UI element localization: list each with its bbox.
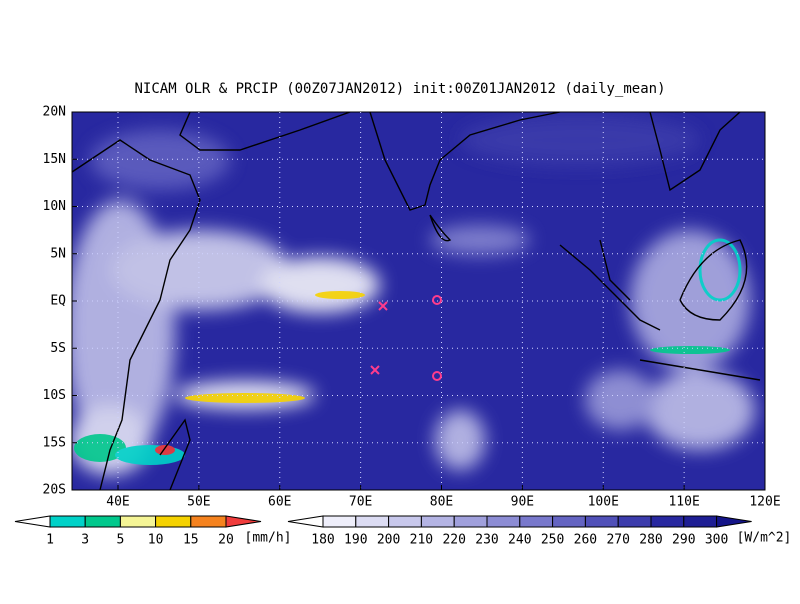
- colorbar-box: [84, 515, 121, 528]
- colorbar-label: 10: [148, 533, 164, 548]
- colorbar-box: [683, 515, 718, 528]
- cross-marker: [370, 365, 380, 375]
- circle-marker: [432, 371, 442, 381]
- colorbar-label: 210: [410, 533, 433, 548]
- lat-label: 5S: [50, 341, 66, 356]
- lat-label: 10S: [43, 388, 66, 403]
- colorbar-label: 200: [377, 533, 400, 548]
- colorbar-end: [716, 515, 752, 528]
- colorbar-end: [287, 515, 324, 528]
- colorbar-label: 190: [344, 533, 367, 548]
- colorbar-unit: [W/m^2]: [737, 531, 792, 546]
- lon-label: 110E: [668, 495, 699, 510]
- colorbar-label: 300: [705, 533, 728, 548]
- colorbars: 1 3 5 10 15 20 [mm/h] 180 190 200 210 220 230 240 250 2…: [14, 515, 792, 548]
- colorbar-box: [420, 515, 455, 528]
- lon-label: 100E: [588, 495, 619, 510]
- circle-marker: [432, 295, 442, 305]
- colorbar-box: [486, 515, 521, 528]
- lon-label: 60E: [268, 495, 291, 510]
- lon-label: 70E: [349, 495, 372, 510]
- colorbar-label: 230: [475, 533, 498, 548]
- lat-label: 15S: [43, 435, 66, 450]
- colorbar-end: [225, 515, 262, 528]
- colorbar-unit: [mm/h]: [245, 531, 292, 546]
- lat-label: EQ: [50, 294, 66, 309]
- colorbar-label: 180: [311, 533, 334, 548]
- colorbar-label: 220: [442, 533, 465, 548]
- coastlines: [72, 112, 761, 490]
- colorbar-box: [552, 515, 586, 528]
- markers: [370, 295, 442, 381]
- colorbar-box: [584, 515, 619, 528]
- lon-label: 40E: [106, 495, 129, 510]
- colorbar-box: [650, 515, 685, 528]
- colorbar-box: [519, 515, 554, 528]
- colorbar-box: [322, 515, 357, 528]
- colorbar-label: 20: [218, 533, 234, 548]
- colorbar-label: 250: [541, 533, 564, 548]
- colorbar-label: 280: [639, 533, 662, 548]
- lat-label: 20N: [43, 105, 66, 120]
- graticule: 20N 15N 10N 5N EQ 5S 10S 15S 20S 40E 50E 60E 70E 80E 9…: [43, 105, 781, 510]
- lat-label: 20S: [43, 483, 66, 498]
- colorbar-label: 15: [183, 533, 199, 548]
- colorbar-label: 5: [116, 533, 124, 548]
- colorbar-label: 260: [574, 533, 597, 548]
- colorbar-box: [388, 515, 422, 528]
- colorbar-box: [617, 515, 652, 528]
- lat-label: 5N: [50, 246, 66, 261]
- lon-label: 50E: [187, 495, 210, 510]
- lon-label: 80E: [430, 495, 453, 510]
- lat-label: 10N: [43, 199, 66, 214]
- colorbar-box: [190, 515, 227, 528]
- colorbar-label: 3: [81, 533, 89, 548]
- lon-label: 120E: [749, 495, 780, 510]
- colorbar-end: [14, 515, 51, 528]
- map-title: NICAM OLR & PRCIP (00Z07JAN2012) init:00…: [134, 81, 665, 97]
- colorbar-label: 290: [672, 533, 695, 548]
- colorbar-box: [355, 515, 390, 528]
- map-field: [72, 112, 765, 490]
- colorbar-box: [119, 515, 157, 528]
- colorbar-box: [49, 515, 86, 528]
- colorbar-box: [453, 515, 488, 528]
- cross-marker: [378, 301, 388, 311]
- lon-label: 90E: [511, 495, 534, 510]
- colorbar-label: 270: [606, 533, 629, 548]
- colorbar-label: 1: [46, 533, 54, 548]
- lat-label: 15N: [43, 152, 66, 167]
- colorbar-box: [155, 515, 192, 528]
- colorbar-label: 240: [508, 533, 531, 548]
